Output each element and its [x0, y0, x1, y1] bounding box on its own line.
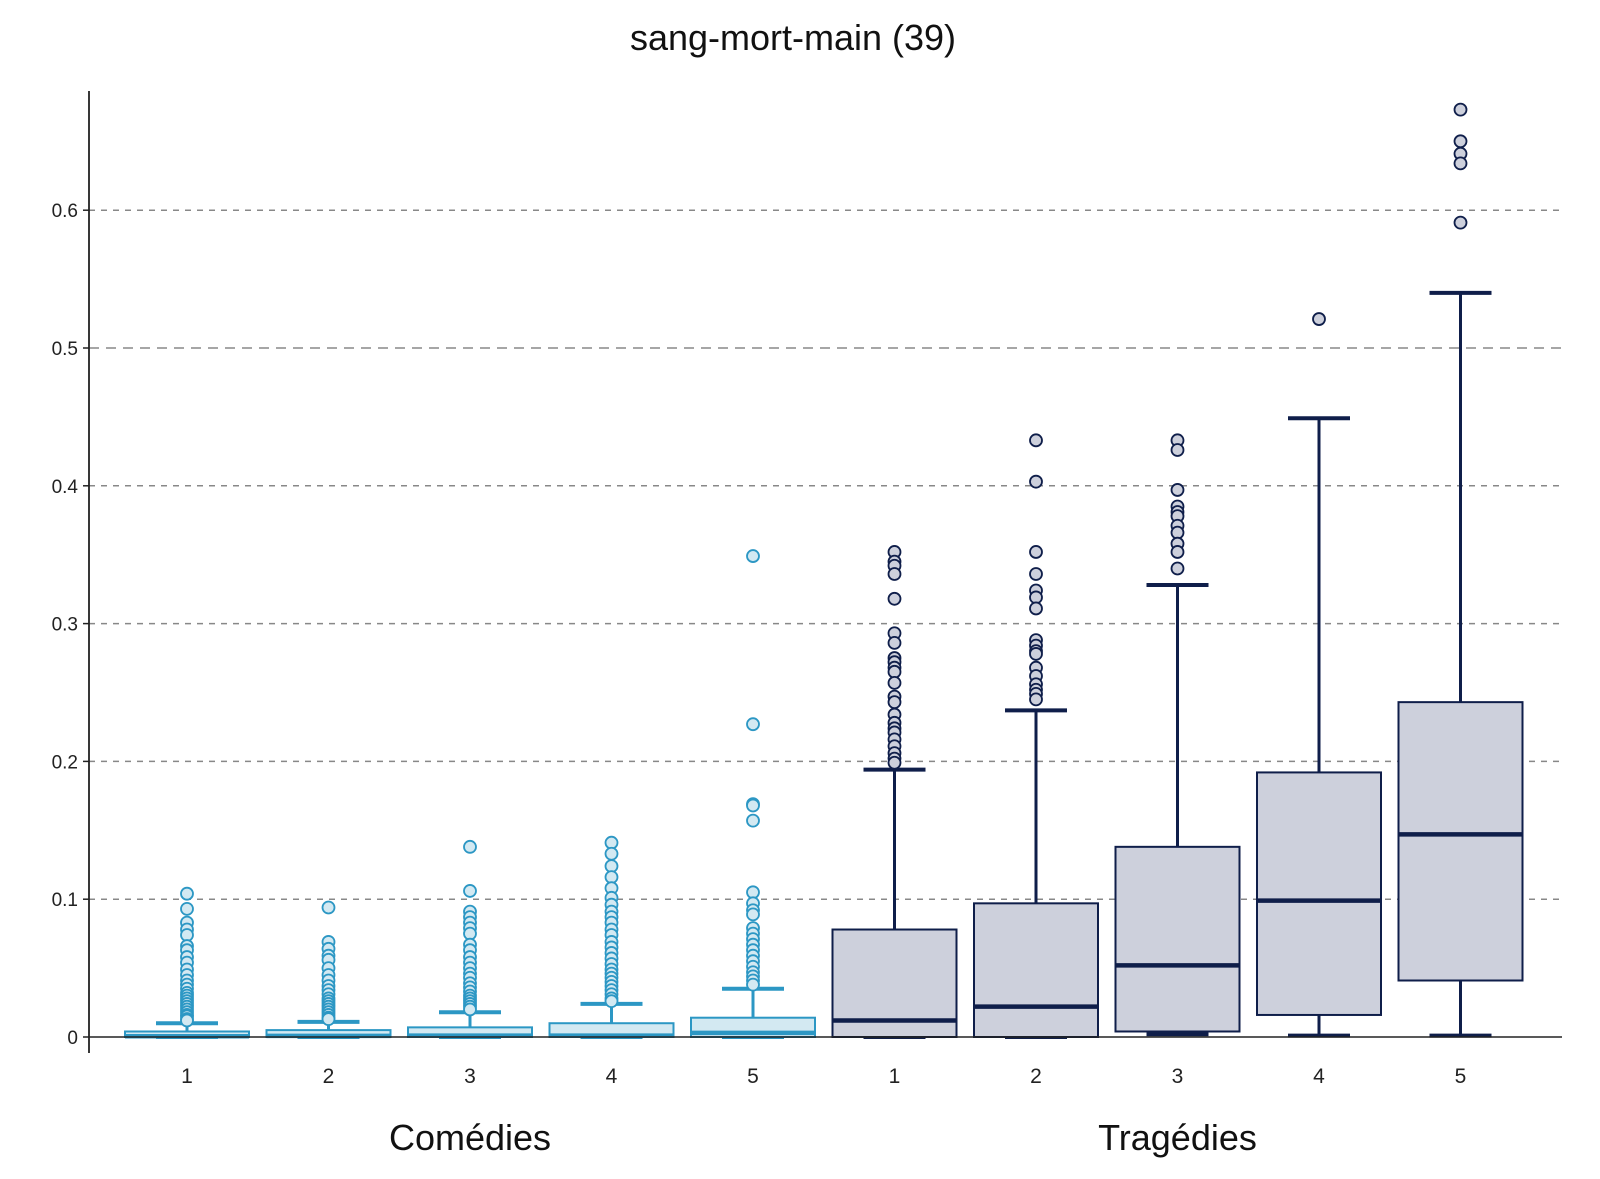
y-axis-ticks: 0 0.1 0.2 0.3 0.4 0.5 0.6	[52, 201, 89, 1049]
y-tick-label: 0.5	[52, 339, 78, 360]
box-comedy-4	[548, 835, 675, 1039]
x-tick-label: 5	[1455, 1065, 1467, 1088]
outlier-point	[321, 1012, 336, 1026]
outlier-point	[1029, 601, 1043, 616]
x-tick-label: 1	[889, 1065, 901, 1088]
outlier-point	[1170, 545, 1185, 559]
x-tick-label: 1	[181, 1065, 193, 1088]
box-comedy-2	[265, 900, 392, 1039]
outlier-point	[1029, 567, 1043, 581]
group-labels: Comédies Tragédies	[389, 1117, 1257, 1158]
y-tick-label: 0.4	[52, 477, 79, 498]
box-iqr	[1256, 771, 1382, 1016]
outlier-point	[887, 675, 902, 690]
outlier-point	[887, 591, 902, 606]
outlier-point	[1029, 474, 1043, 489]
box-comedy-3	[407, 839, 533, 1039]
outlier-point	[1029, 692, 1043, 707]
x-tick-label: 4	[606, 1065, 618, 1088]
y-tick-label: 0.2	[52, 752, 78, 773]
outlier-point	[321, 900, 336, 915]
outlier-point	[1170, 561, 1185, 576]
outlier-point	[463, 839, 477, 854]
box-comedy-5	[690, 549, 816, 1039]
outlier-point	[604, 846, 619, 861]
outlier-point	[887, 635, 902, 650]
x-tick-label: 5	[747, 1065, 759, 1088]
outlier-point	[180, 886, 194, 901]
outlier-point	[463, 884, 477, 898]
outlier-point	[746, 813, 760, 828]
y-tick-label: 0.6	[52, 201, 78, 222]
outlier-point	[887, 695, 902, 710]
x-axis-labels: 1 2 3 4 5 1 2 3 4 5	[181, 1065, 1466, 1088]
outlier-point	[604, 994, 619, 1009]
outlier-point	[1453, 156, 1468, 171]
outlier-point	[1453, 134, 1468, 149]
box-iqr	[1397, 701, 1524, 982]
outlier-point	[887, 567, 902, 581]
outlier-point	[1029, 647, 1043, 661]
outlier-point	[746, 977, 760, 992]
group-label-tragedy: Tragédies	[1098, 1117, 1257, 1158]
outlier-point	[1453, 215, 1468, 230]
outlier-point	[180, 1013, 194, 1028]
axes	[88, 91, 1562, 1053]
outlier-point	[746, 798, 760, 813]
box-iqr	[1114, 845, 1241, 1033]
outlier-point	[1453, 102, 1468, 117]
outlier-point	[1312, 312, 1326, 326]
x-tick-label: 3	[1172, 1065, 1184, 1088]
x-tick-label: 4	[1313, 1065, 1325, 1088]
outlier-point	[463, 1002, 477, 1017]
outlier-point	[746, 907, 760, 922]
box-tragedy-2	[973, 433, 1099, 1039]
outlier-point	[746, 717, 760, 732]
box-comedy-1	[124, 886, 250, 1039]
outlier-point	[1170, 443, 1185, 457]
group-label-comedy: Comédies	[389, 1117, 551, 1158]
x-tick-label: 2	[323, 1065, 335, 1088]
outlier-point	[180, 901, 194, 916]
box-iqr	[973, 902, 1099, 1038]
box-tragedy-1	[831, 545, 958, 1039]
x-tick-label: 3	[464, 1065, 476, 1088]
outlier-point	[1170, 483, 1185, 497]
box-tragedy-4	[1256, 312, 1382, 1038]
outlier-point	[1029, 433, 1043, 448]
outlier-point	[1029, 545, 1043, 559]
box-tragedy-5	[1397, 102, 1524, 1038]
y-tick-label: 0.1	[52, 890, 78, 911]
chart-title: sang-mort-main (39)	[630, 17, 956, 58]
box-tragedy-3	[1114, 433, 1241, 1037]
outlier-point	[746, 549, 760, 563]
y-tick-label: 0	[67, 1028, 78, 1049]
box-series	[124, 102, 1524, 1039]
y-tick-label: 0.3	[52, 615, 78, 636]
x-tick-label: 2	[1030, 1065, 1042, 1088]
outlier-point	[887, 755, 902, 770]
